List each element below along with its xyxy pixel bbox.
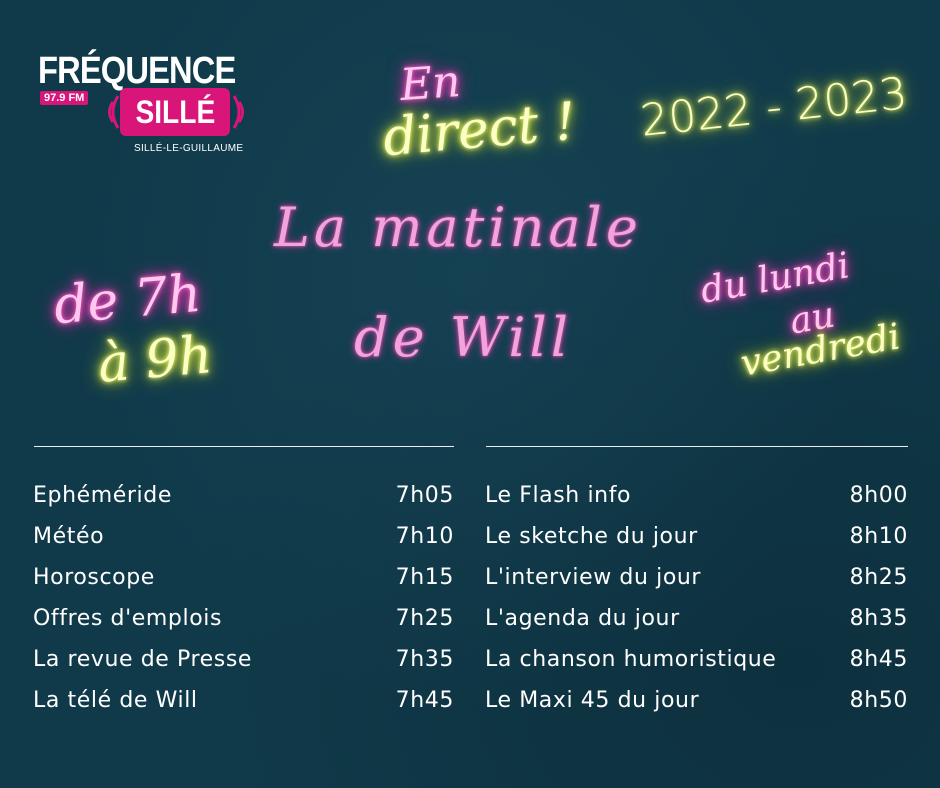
logo-brand-text: FRÉQUENCE [38,50,236,92]
segment-time: 8h35 [849,606,908,631]
segment-time: 8h00 [849,483,908,508]
schedule-row: Offres d'emplois 7h25 [33,606,454,647]
schedule-row: Le sketche du jour 8h10 [485,524,908,565]
hours-line1: de 7h [51,263,204,337]
schedule-row: L'agenda du jour 8h35 [485,606,908,647]
segment-label: Offres d'emplois [33,606,223,631]
segment-label: La télé de Will [33,688,198,713]
schedule-left-column: Ephéméride 7h05 Météo 7h10 Horoscope 7h15 O… [33,483,454,729]
hours-line2: à 9h [95,325,215,395]
segment-label: Horoscope [33,565,155,590]
sound-waves-right-icon [232,95,244,129]
logo-frequency-badge: 97.9 FM [40,91,89,105]
schedule-row: La revue de Presse 7h35 [33,647,454,688]
segment-time: 7h25 [395,606,454,631]
segment-label: La chanson humoristique [485,647,777,672]
show-title-line1: La matinale [274,196,642,259]
show-title-line2: de Will [354,306,573,369]
segment-time: 7h45 [395,688,454,713]
segment-time: 8h50 [849,688,908,713]
segment-time: 7h35 [395,647,454,672]
schedule-row: Le Flash info 8h00 [485,483,908,524]
segment-label: Le Maxi 45 du jour [485,688,700,713]
segment-time: 8h10 [849,524,908,549]
logo-city: SILLÉ-LE-GUILLAUME [134,143,244,154]
segment-label: Météo [33,524,105,549]
schedule-row: Le Maxi 45 du jour 8h50 [485,688,908,729]
sound-waves-left-icon [108,95,120,129]
schedule-row: La télé de Will 7h45 [33,688,454,729]
left-divider [34,446,454,447]
schedule-row: Ephéméride 7h05 [33,483,454,524]
schedule-row: Météo 7h10 [33,524,454,565]
schedule-row: La chanson humoristique 8h45 [485,647,908,688]
segment-time: 7h10 [395,524,454,549]
segment-label: La revue de Presse [33,647,253,672]
segment-label: L'interview du jour [485,565,702,590]
schedule-row: Horoscope 7h15 [33,565,454,606]
segment-time: 7h05 [395,483,454,508]
segment-time: 8h45 [849,647,908,672]
logo-station-name: SILLÉ [135,93,215,130]
segment-time: 7h15 [395,565,454,590]
segment-time: 8h25 [849,565,908,590]
right-divider [486,446,908,447]
schedule-right-column: Le Flash info 8h00 Le sketche du jour 8h10… [485,483,908,729]
segment-label: Le sketche du jour [485,524,698,549]
segment-label: Ephéméride [33,483,172,508]
station-logo: FRÉQUENCE 97.9 FM SILLÉ SILLÉ-LE-GUILLAU… [34,50,264,160]
schedule-row: L'interview du jour 8h25 [485,565,908,606]
logo-station-box: SILLÉ [120,88,230,136]
segment-label: L'agenda du jour [485,606,680,631]
segment-label: Le Flash info [485,483,632,508]
